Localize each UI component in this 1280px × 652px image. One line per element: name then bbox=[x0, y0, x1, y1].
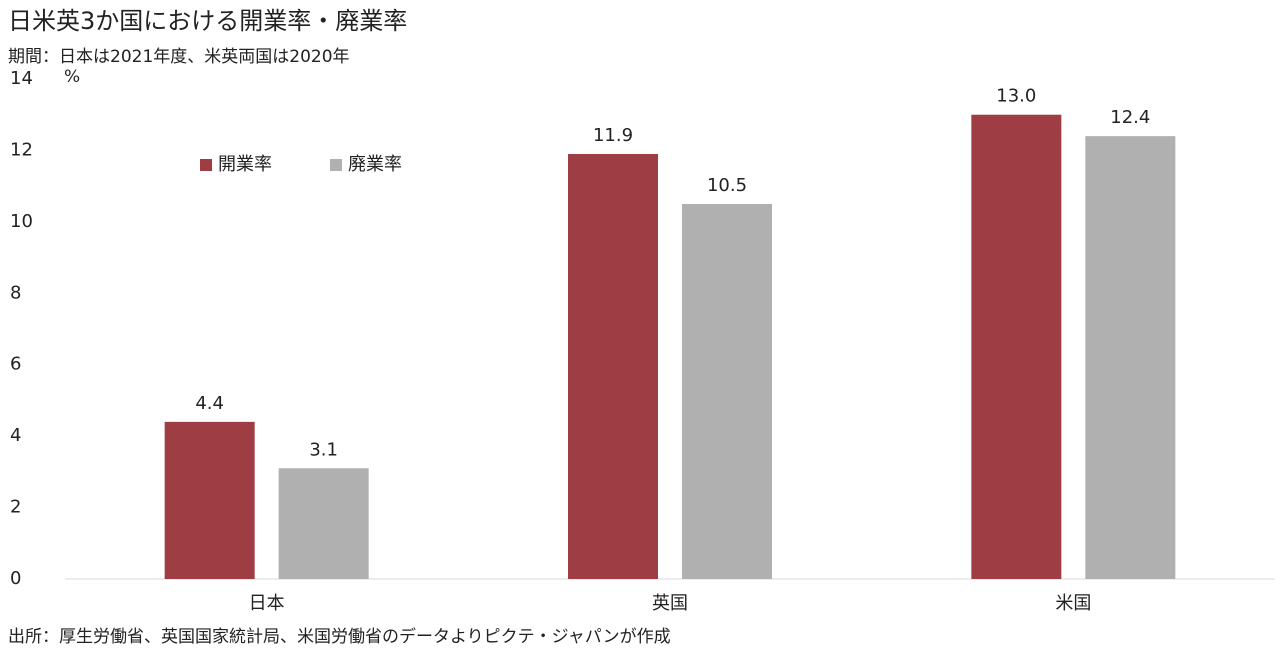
value-label: 3.1 bbox=[309, 439, 338, 460]
x-tick-label: 英国 bbox=[652, 593, 688, 614]
y-tick-label: 10 bbox=[10, 211, 33, 232]
value-label: 11.9 bbox=[593, 125, 633, 146]
bar bbox=[971, 114, 1062, 579]
bar bbox=[278, 468, 369, 579]
bar bbox=[164, 421, 255, 579]
y-tick-label: 6 bbox=[10, 354, 21, 375]
legend-label: 開業率 bbox=[218, 154, 272, 175]
value-label: 12.4 bbox=[1110, 107, 1150, 128]
x-tick-label: 日本 bbox=[249, 593, 285, 614]
legend-swatch bbox=[200, 159, 212, 171]
y-tick-label: 12 bbox=[10, 139, 33, 160]
x-tick-label: 米国 bbox=[1055, 593, 1091, 614]
chart-title: 日米英3か国における開業率・廃業率 bbox=[8, 7, 407, 35]
y-tick-label: 2 bbox=[10, 497, 21, 518]
y-tick-label: 14 bbox=[10, 68, 33, 89]
chart-subtitle: 期間：日本は2021年度、米英両国は2020年 bbox=[8, 47, 350, 67]
y-tick-label: 8 bbox=[10, 282, 21, 303]
legend-swatch bbox=[330, 159, 342, 171]
value-label: 10.5 bbox=[707, 175, 747, 196]
value-label: 13.0 bbox=[996, 86, 1036, 107]
bar bbox=[1085, 136, 1176, 579]
source-note: 出所：厚生労働省、英国国家統計局、米国労働省のデータよりピクテ・ジャパンが作成 bbox=[8, 626, 671, 647]
y-tick-label: 4 bbox=[10, 425, 21, 446]
legend-label: 廃業率 bbox=[348, 154, 402, 175]
value-label: 4.4 bbox=[195, 393, 224, 414]
y-axis-label: % bbox=[64, 67, 80, 87]
bar bbox=[682, 204, 772, 579]
y-tick-label: 0 bbox=[10, 568, 21, 589]
bar bbox=[568, 154, 658, 579]
